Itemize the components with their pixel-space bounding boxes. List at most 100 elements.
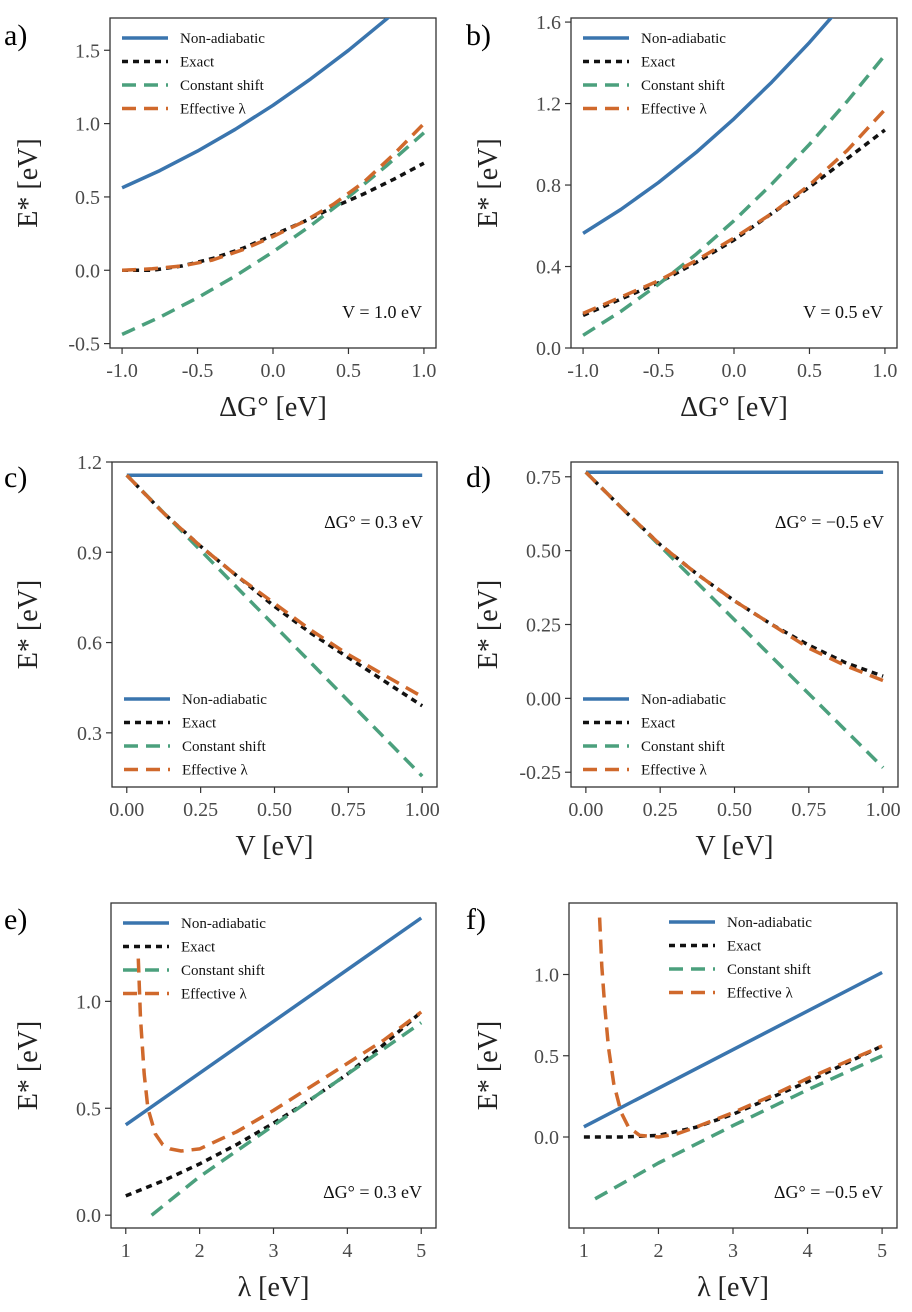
x-tick-label: 4 [342,1240,352,1262]
y-tick-label: 0.5 [76,1098,101,1120]
y-axis-title: E* [eV] [473,1021,504,1110]
legend-label-nonadiabatic: Non-adiabatic [641,692,726,708]
y-tick-label: 0.9 [77,542,102,564]
legend-label-constant_shift: Constant shift [182,739,267,755]
legend-label-nonadiabatic: Non-adiabatic [641,31,726,47]
x-axis-title: λ [eV] [697,1272,769,1303]
x-tick-label: 0.5 [336,360,361,382]
panel-letter: c) [4,461,27,494]
x-tick-label: 1.0 [872,360,897,382]
x-tick-label: 0.50 [257,799,292,821]
x-tick-label: 3 [728,1240,738,1262]
annotation: ΔG° = −0.5 eV [774,1182,883,1202]
legend-label-effective_lambda: Effective λ [727,986,793,1002]
x-axis-title: λ [eV] [238,1272,310,1303]
y-tick-label: -0.25 [519,762,561,784]
series-line-effective_lambda [584,470,884,683]
series-group [582,18,887,337]
annotation: V = 0.5 eV [803,302,883,322]
legend-label-constant_shift: Constant shift [641,739,726,755]
x-tick-label: 0.75 [791,799,826,821]
series-line-effective_lambda [597,917,883,1139]
y-tick-label: 0.00 [526,688,561,710]
series-line-exact [583,1044,883,1139]
legend: Non-adiabatic Exact Constant shift Effectiv… [669,915,812,1002]
panel-a: a) -1.0 -0.5 0.0 0.5 1.0 -0.5 0.0 0.5 1.0 1.5 ΔG° [… [4,17,437,423]
legend: Non-adiabatic Exact Constant shift Effectiv… [124,692,267,779]
legend-label-exact: Exact [641,716,676,732]
x-tick-label: 1.00 [866,799,901,821]
y-tick-label: 0.0 [536,338,561,360]
x-tick-label: -0.5 [643,360,675,382]
y-tick-label: 0.3 [77,723,102,745]
legend-label-nonadiabatic: Non-adiabatic [182,692,267,708]
series-line-exact [584,470,884,678]
y-tick-label: 0.8 [536,175,561,197]
legend: Non-adiabatic Exact Constant shift Effectiv… [583,31,726,118]
x-axis-title: ΔG° [eV] [219,392,327,423]
plot-frame [109,17,437,349]
x-tick-label: 5 [877,1240,887,1262]
plot-frame [570,17,898,349]
series-line-constant_shift [594,1054,883,1201]
x-axis-title: ΔG° [eV] [680,392,788,423]
x-tick-label: 5 [416,1240,426,1262]
y-axis-title: E* [eV] [473,138,504,227]
x-tick-label: 0.75 [331,799,366,821]
y-tick-label: 0.5 [534,1046,559,1068]
series-line-effective_lambda [122,122,426,273]
panel-letter: f) [466,903,486,936]
y-tick-label: 0.6 [77,633,102,655]
panel-letter: d) [466,461,491,494]
series-group [583,917,883,1201]
legend-label-exact: Exact [181,940,216,956]
legend-label-effective_lambda: Effective λ [641,763,707,779]
annotation: ΔG° = 0.3 eV [323,1182,422,1202]
x-tick-label: 0.00 [109,799,144,821]
y-tick-label: 1.6 [536,12,561,34]
series-group [125,473,424,778]
x-tick-label: 1 [579,1240,589,1262]
y-axis-title: E* [eV] [13,1021,44,1110]
legend-label-nonadiabatic: Non-adiabatic [181,916,266,932]
panel-letter: b) [466,19,491,52]
series-line-effective_lambda [136,958,423,1153]
legend-label-exact: Exact [180,55,215,71]
legend-label-effective_lambda: Effective λ [181,987,247,1003]
panel-d: d) 0.00 0.25 0.50 0.75 1.00 -0.25 0.00 0.25 0.50 0… [466,461,901,862]
x-tick-label: 0.50 [717,799,752,821]
legend-label-effective_lambda: Effective λ [641,102,707,118]
x-tick-label: 2 [195,1240,205,1262]
panel-c: c) 0.00 0.25 0.50 0.75 1.00 0.3 0.6 0.9 1.2 V [eV]… [4,452,440,862]
panel-f: f) 1 2 3 4 5 0.0 0.5 1.0 λ [eV] E* [eV] Non-adiabat… [466,902,898,1303]
y-axis-title: E* [eV] [13,138,44,227]
y-tick-label: 1.2 [77,452,102,474]
series-group [584,470,885,769]
series-line-effective_lambda [125,473,424,699]
y-tick-label: 1.0 [76,991,101,1013]
legend: Non-adiabatic Exact Constant shift Effectiv… [122,31,265,118]
legend-label-nonadiabatic: Non-adiabatic [727,915,812,931]
x-tick-label: -0.5 [182,360,214,382]
x-tick-label: 3 [269,1240,279,1262]
y-tick-label: 0.0 [534,1127,559,1149]
y-tick-label: 0.0 [75,260,100,282]
y-axis-title: E* [eV] [473,580,504,669]
y-tick-label: 0.0 [76,1205,101,1227]
legend-label-nonadiabatic: Non-adiabatic [180,31,265,47]
series-line-nonadiabatic [582,18,834,235]
y-tick-label: 1.0 [534,965,559,987]
x-tick-label: -1.0 [567,360,599,382]
series-group [121,18,426,336]
y-tick-label: 1.0 [75,114,100,136]
legend-label-exact: Exact [727,939,762,955]
y-tick-label: -0.5 [68,334,100,356]
series-line-exact [125,1010,423,1198]
series-group [124,916,423,1217]
x-tick-label: 4 [803,1240,813,1262]
x-tick-label: 0.25 [183,799,218,821]
panel-letter: e) [4,903,27,936]
annotation: V = 1.0 eV [342,302,422,322]
y-tick-label: 1.2 [536,94,561,116]
